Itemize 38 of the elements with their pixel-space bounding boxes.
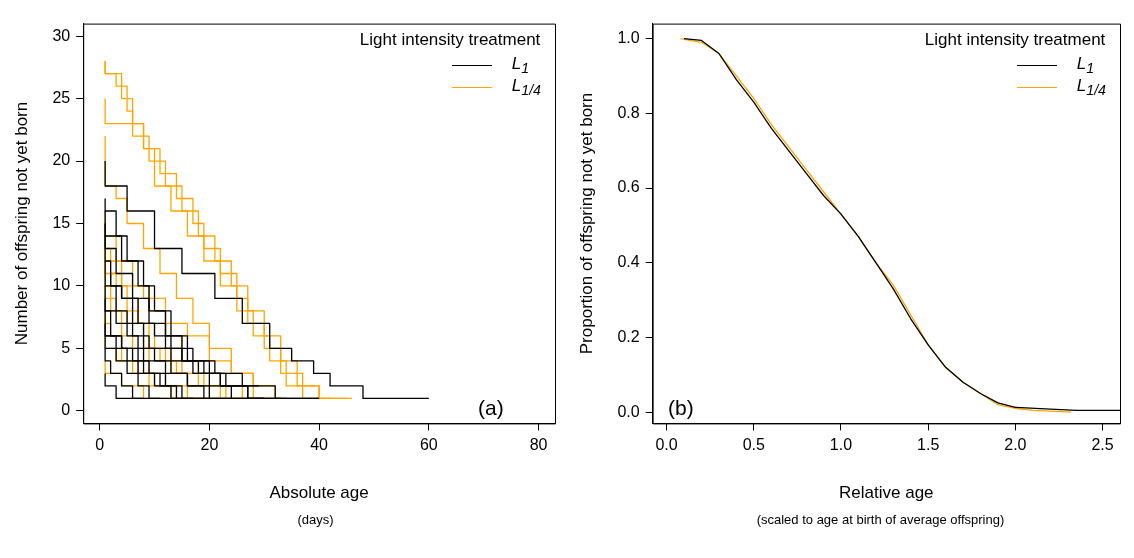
y-tick-label: 10 <box>52 276 71 294</box>
y-tick-label: 0.4 <box>617 253 640 271</box>
text: (days) <box>296 512 335 527</box>
x-tick-label: 1.5 <box>917 436 940 454</box>
text: (scaled to age at birth of average offspring) <box>755 512 1006 527</box>
x-tick-label: 0.0 <box>655 436 678 454</box>
x-tick-label: 2.0 <box>1004 436 1027 454</box>
legend-label: L$_{1/4}$ <box>1076 75 1106 99</box>
y-tick-label: 5 <box>61 338 71 356</box>
legend-title: Light intensity treatment <box>359 30 541 50</box>
x-tick-label: 1.0 <box>829 436 853 454</box>
legend-label: L$_{1/4}$ <box>511 75 541 99</box>
x-tick-label: 2.5 <box>1091 436 1114 454</box>
legend-label: L$_{1}$ <box>511 53 530 77</box>
x-tick-label: 60 <box>419 436 438 454</box>
y-axis-title: Number of offspring not yet born <box>11 101 31 346</box>
x-axis-title: Absolute age <box>269 483 369 503</box>
x-tick-label: 40 <box>310 436 329 454</box>
annotation: (b) <box>668 396 694 420</box>
y-tick-label: 0 <box>61 401 71 419</box>
y-tick-label: 25 <box>52 88 71 106</box>
x-tick-label: 20 <box>200 436 219 454</box>
legend-label: L$_{1}$ <box>1076 53 1095 77</box>
y-tick-label: 20 <box>52 151 71 169</box>
y-axis-title: Proportion of offspring not yet born <box>576 92 596 355</box>
y-tick-label: 0.2 <box>617 327 640 345</box>
x-tick-label: 0 <box>95 436 105 454</box>
x-axis-title: Relative age <box>839 483 934 503</box>
legend-title: Light intensity treatment <box>924 30 1106 50</box>
x-tick-label: 0.5 <box>742 436 766 454</box>
y-tick-label: 0.0 <box>617 402 640 420</box>
x-tick-label: 80 <box>529 436 548 454</box>
annotation: (a) <box>478 396 504 420</box>
y-tick-label: 30 <box>52 26 71 44</box>
y-tick-label: 15 <box>52 213 71 231</box>
y-tick-label: 1.0 <box>617 28 640 46</box>
y-tick-label: 0.6 <box>617 178 640 196</box>
y-tick-label: 0.8 <box>617 103 640 121</box>
